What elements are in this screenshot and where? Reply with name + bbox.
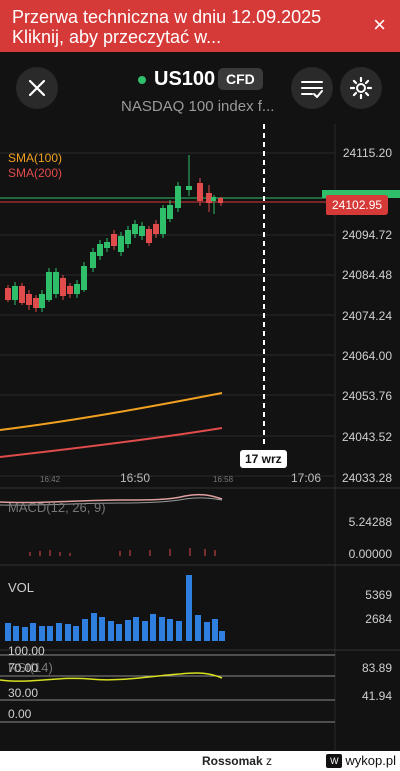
price-axis-tick: 24084.48 xyxy=(341,268,392,282)
macd-signal-line xyxy=(0,497,223,506)
candle xyxy=(33,295,39,312)
macd-histogram xyxy=(29,548,216,556)
candle xyxy=(139,222,145,240)
instrument-type-badge: CFD xyxy=(218,68,263,90)
candle xyxy=(125,226,131,248)
rsi-axis-tick: 41.94 xyxy=(361,689,392,703)
rsi-level-label: 30.00 xyxy=(8,686,39,700)
sma100-legend: SMA(100) xyxy=(8,151,63,165)
candle xyxy=(5,285,11,302)
candle xyxy=(60,275,66,300)
time-axis-tick: 16:58 xyxy=(213,475,234,484)
price-axis-tick: 24064.00 xyxy=(341,349,392,363)
price-axis-tick: 24033.28 xyxy=(341,471,392,485)
price-chart[interactable] xyxy=(0,0,400,751)
sma200-line xyxy=(0,427,223,458)
price-axis-tick: 24074.24 xyxy=(341,309,392,323)
time-axis-tick: 16:42 xyxy=(40,475,61,484)
watchlist-button[interactable] xyxy=(291,67,333,109)
candle xyxy=(206,185,212,212)
market-open-status-icon xyxy=(138,75,146,84)
macd-label: MACD(12, 26, 9) xyxy=(8,500,106,515)
candle xyxy=(175,182,181,212)
time-axis-tick: 16:50 xyxy=(120,471,151,485)
candlesticks xyxy=(5,155,223,312)
wykop-logo-icon: W xyxy=(326,753,343,768)
time-axis-tick: 17:06 xyxy=(291,471,322,485)
candle xyxy=(118,232,124,256)
rsi-level-label: 100.00 xyxy=(8,644,45,658)
sma200-legend: SMA(200) xyxy=(8,166,63,180)
volume-label: VOL xyxy=(8,580,35,595)
symbol-name: US100 xyxy=(154,68,216,90)
rsi-level-label: 0.00 xyxy=(8,707,32,721)
candle xyxy=(160,205,166,238)
candle xyxy=(39,290,45,312)
volume-bars xyxy=(5,575,225,641)
rsi-level-label: 70.00 xyxy=(8,661,39,675)
banner-close-icon[interactable]: × xyxy=(373,12,386,37)
rsi-line xyxy=(0,672,223,682)
symbol-title[interactable]: US100 xyxy=(138,68,215,91)
settings-button[interactable] xyxy=(340,67,382,109)
candle xyxy=(46,268,52,302)
banner-message[interactable]: Przerwa techniczna w dniu 12.09.2025 Kli… xyxy=(12,7,322,47)
price-axis-tick: 24053.76 xyxy=(341,389,392,403)
bid-price-tag xyxy=(322,190,400,198)
rsi-label: RSI(14) xyxy=(8,660,53,675)
candle xyxy=(19,283,25,305)
candle xyxy=(104,238,110,252)
candle xyxy=(74,280,80,298)
candle xyxy=(186,155,192,196)
maintenance-banner[interactable]: Przerwa techniczna w dniu 12.09.2025 Kli… xyxy=(0,0,400,52)
candle xyxy=(97,240,103,260)
candle xyxy=(197,178,203,206)
rsi-axis-tick: 83.89 xyxy=(361,661,392,675)
candle xyxy=(26,290,32,310)
top-bar: US100 CFD NASDAQ 100 index f... xyxy=(0,52,400,124)
crosshair-date-badge: 17 wrz xyxy=(240,450,287,468)
candle xyxy=(53,268,59,298)
instrument-description: NASDAQ 100 index f... xyxy=(121,98,275,115)
price-axis-tick: 24094.72 xyxy=(341,228,392,242)
macd-axis-tick: 5.24288 xyxy=(348,515,392,529)
macd-axis-tick: 0.00000 xyxy=(348,547,392,561)
price-axis-tick: 24043.52 xyxy=(341,430,392,444)
gear-icon xyxy=(349,76,373,100)
sma100-line xyxy=(0,392,223,431)
current-price-tag: 24102.95 xyxy=(326,195,389,215)
candle xyxy=(12,282,18,305)
volume-axis-tick: 2684 xyxy=(365,612,392,626)
candle xyxy=(132,220,138,238)
price-axis-tick: 24115.20 xyxy=(342,146,392,160)
candle xyxy=(146,226,152,246)
candle xyxy=(67,283,73,298)
close-button[interactable] xyxy=(16,67,58,109)
candle xyxy=(81,262,87,292)
candle xyxy=(153,220,159,238)
candle xyxy=(111,230,117,250)
candle xyxy=(90,248,96,272)
volume-axis-tick: 5369 xyxy=(365,588,392,602)
list-check-icon xyxy=(301,81,323,98)
macd-line xyxy=(0,493,223,504)
candle xyxy=(211,195,216,214)
close-icon xyxy=(28,79,46,97)
footer-user: Rossomak z xyxy=(201,754,272,768)
candle xyxy=(218,197,223,206)
candle xyxy=(167,200,173,222)
rsi-levels xyxy=(0,654,335,723)
